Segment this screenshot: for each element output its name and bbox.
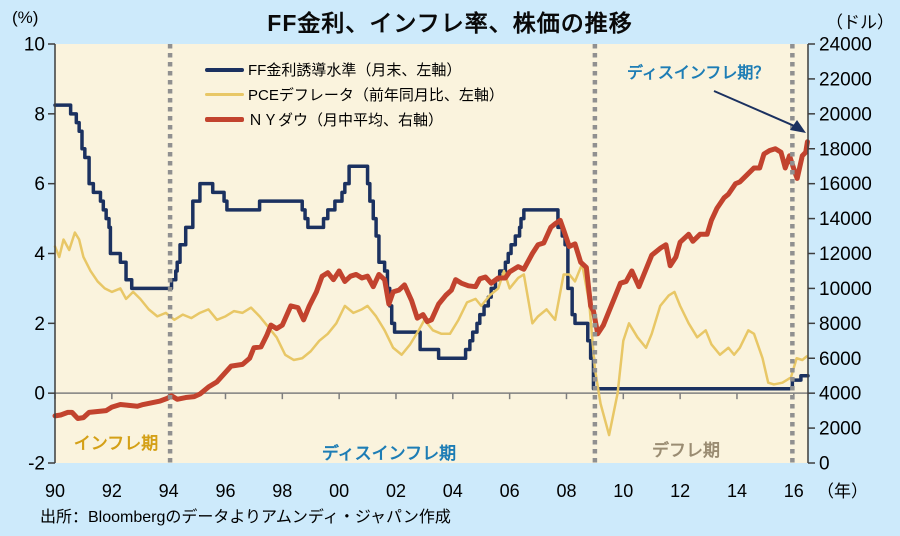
right-tick-label: 2000 [819,419,861,440]
left-tick-label: -2 [28,454,45,475]
x-tick-label: 06 [500,481,520,501]
x-tick-label: 10 [613,481,633,501]
legend-swatch-ff-rate [205,67,244,72]
chart-title: FF金利、インフレ率、株価の推移 [267,10,633,36]
right-tick-label: 14000 [819,209,872,230]
series-pce-deflator-line [53,231,808,437]
right-tick-label: 22000 [819,69,872,90]
x-tick-label: 90 [45,481,65,501]
right-axis-unit: （ドル） [826,13,894,32]
period-label-inflation: インフレ期 [73,434,159,453]
dividers [167,44,795,463]
tick-labels: 1086420-22400022000200001800016000140001… [24,35,872,502]
left-tick-label: 2 [34,314,45,335]
x-tick-label: 12 [670,481,690,501]
legend-item-ny-dow: ＮＹダウ（月中平均、右軸） [205,107,504,132]
series-ny-dow-line [52,139,810,421]
legend-swatch-ny-dow [205,117,244,122]
x-tick-label: 16 [784,481,804,501]
legend-item-ff-rate: FF金利誘導水準（月末、左軸） [205,57,504,82]
x-tick-label: 04 [443,481,463,501]
left-tick-label: 8 [34,104,45,125]
x-tick-label: 08 [556,481,576,501]
left-tick-label: 10 [24,35,45,56]
right-tick-label: 6000 [819,349,861,370]
legend-swatch-pce-deflator [205,93,244,96]
left-axis-unit: (%) [12,8,39,27]
annotation-disinflation-question: ディスインフレ期？ [627,65,770,82]
right-tick-label: 16000 [819,174,872,195]
legend-label-pce-deflator: PCEデフレータ（前年同月比、左軸） [248,87,504,104]
series-ff-rate-line [53,103,810,391]
axes [48,43,815,464]
arrow-head-icon [790,120,806,133]
right-tick-label: 10000 [819,279,872,300]
right-tick-label: 8000 [819,314,861,335]
legend-item-pce-deflator: PCEデフレータ（前年同月比、左軸） [205,82,504,107]
left-tick-label: 4 [34,244,45,265]
right-tick-label: 18000 [819,139,872,160]
annotation-arrow [713,90,800,129]
right-tick-label: 0 [819,454,830,475]
x-tick-label: 02 [386,481,406,501]
right-tick-label: 24000 [819,35,872,56]
source-note: 出所：Bloombergのデータよりアムンディ・ジャパン作成 [40,509,451,526]
left-tick-label: 6 [34,174,45,195]
right-tick-label: 4000 [819,384,861,405]
left-tick-label: 0 [34,384,45,405]
annotation-arrow-group [713,90,806,133]
x-tick-label: 96 [215,481,235,501]
x-tick-label: 14 [727,481,747,501]
legend: FF金利誘導水準（月末、左軸） PCEデフレータ（前年同月比、左軸） ＮＹダウ（… [205,57,504,132]
right-tick-label: 12000 [819,244,872,265]
x-tick-label: 00 [329,481,349,501]
x-tick-label: 92 [102,481,122,501]
legend-label-ff-rate: FF金利誘導水準（月末、左軸） [248,62,462,79]
x-axis-unit: （年） [817,482,868,501]
x-tick-label: 94 [159,481,179,501]
x-tick-label: 98 [272,481,292,501]
right-tick-label: 20000 [819,104,872,125]
period-label-disinflation: ディスインフレ期 [321,444,457,463]
legend-label-ny-dow: ＮＹダウ（月中平均、右軸） [248,112,444,129]
series-lines [52,103,810,437]
period-label-deflation: デフレ期 [652,441,720,460]
